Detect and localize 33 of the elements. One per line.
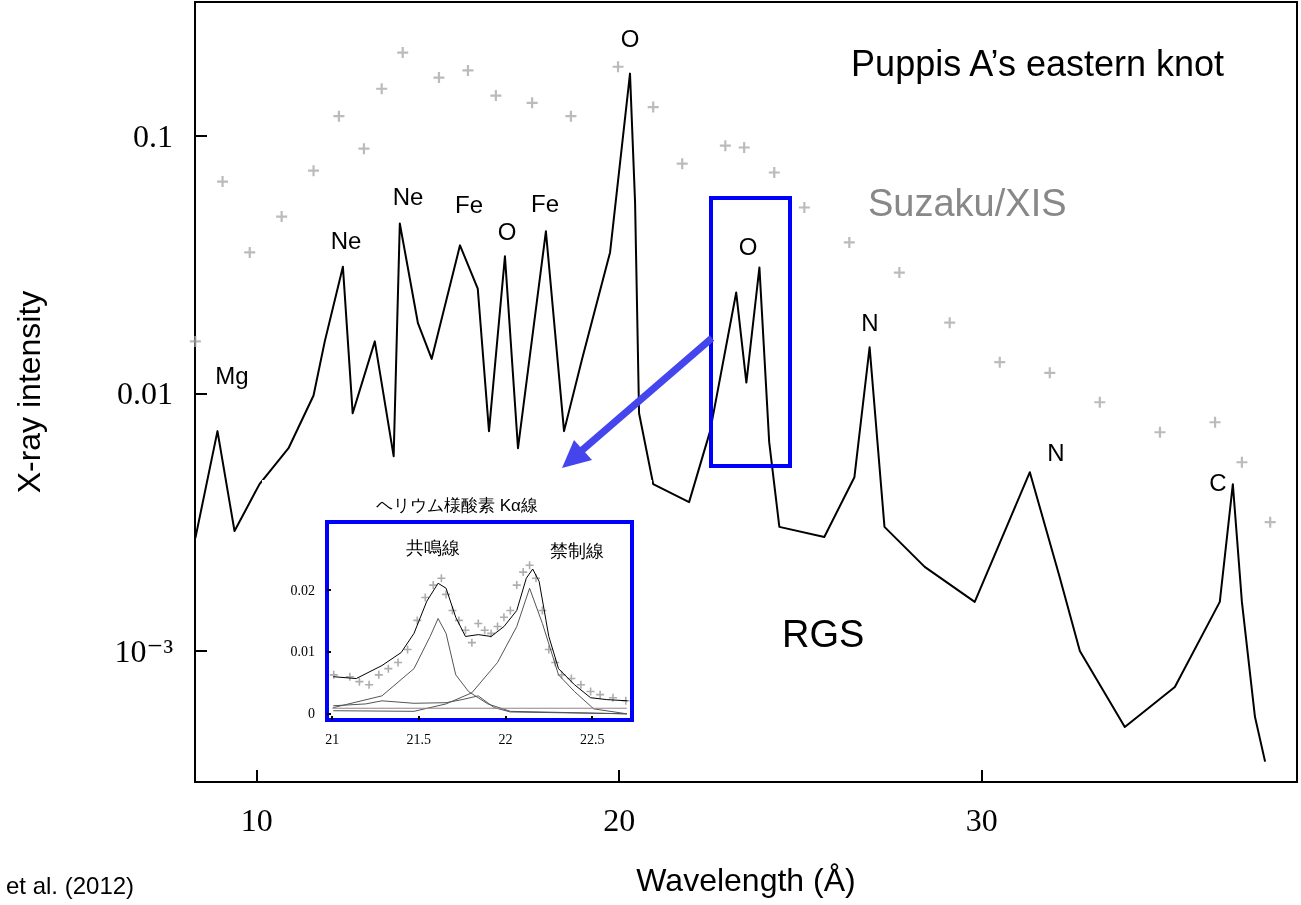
x-tick-label: 22 bbox=[498, 731, 513, 747]
x-tick-label: 21.5 bbox=[406, 731, 432, 747]
chart-title: ヘリウム様酸素 Kα線 bbox=[376, 496, 538, 515]
x-tick-label: 30 bbox=[965, 802, 998, 838]
text: et al. (2012) bbox=[6, 871, 135, 899]
annotation: 共鳴線 bbox=[406, 536, 460, 558]
annotation: 禁制線 bbox=[550, 539, 604, 561]
series-label: Suzaku/XIS bbox=[868, 182, 1067, 224]
annotation: Fe bbox=[454, 190, 484, 218]
annotation: Mg bbox=[215, 361, 249, 389]
annotation: Fe bbox=[530, 189, 560, 217]
series-label: RGS bbox=[782, 613, 865, 655]
x-tick-label: 21 bbox=[325, 731, 340, 747]
y-tick-label: 0 bbox=[308, 706, 315, 722]
x-axis-title: Wavelength (Å) bbox=[636, 862, 856, 898]
x-tick-label: 10 bbox=[240, 802, 273, 838]
annotation: Ne bbox=[392, 182, 424, 210]
annotation: O bbox=[620, 24, 640, 52]
annotation: N bbox=[1047, 438, 1065, 466]
y-tick-label: 0.02 bbox=[290, 582, 315, 598]
annotation: Ne bbox=[330, 226, 362, 254]
y-tick-label: 0.1 bbox=[133, 117, 173, 154]
y-axis-title: X-ray intensity bbox=[11, 290, 47, 494]
annotation: N bbox=[861, 308, 879, 336]
y-tick-label: 10⁻³ bbox=[114, 632, 173, 669]
x-tick-label: 22.5 bbox=[579, 731, 605, 747]
x-tick-label: 20 bbox=[603, 802, 636, 838]
y-tick-label: 0.01 bbox=[290, 644, 315, 660]
text: Puppis A’s eastern knot bbox=[851, 42, 1225, 84]
y-tick-label: 0.01 bbox=[117, 375, 173, 412]
annotation: O bbox=[497, 217, 517, 245]
annotation: C bbox=[1209, 468, 1227, 496]
annotation: O bbox=[738, 232, 758, 260]
